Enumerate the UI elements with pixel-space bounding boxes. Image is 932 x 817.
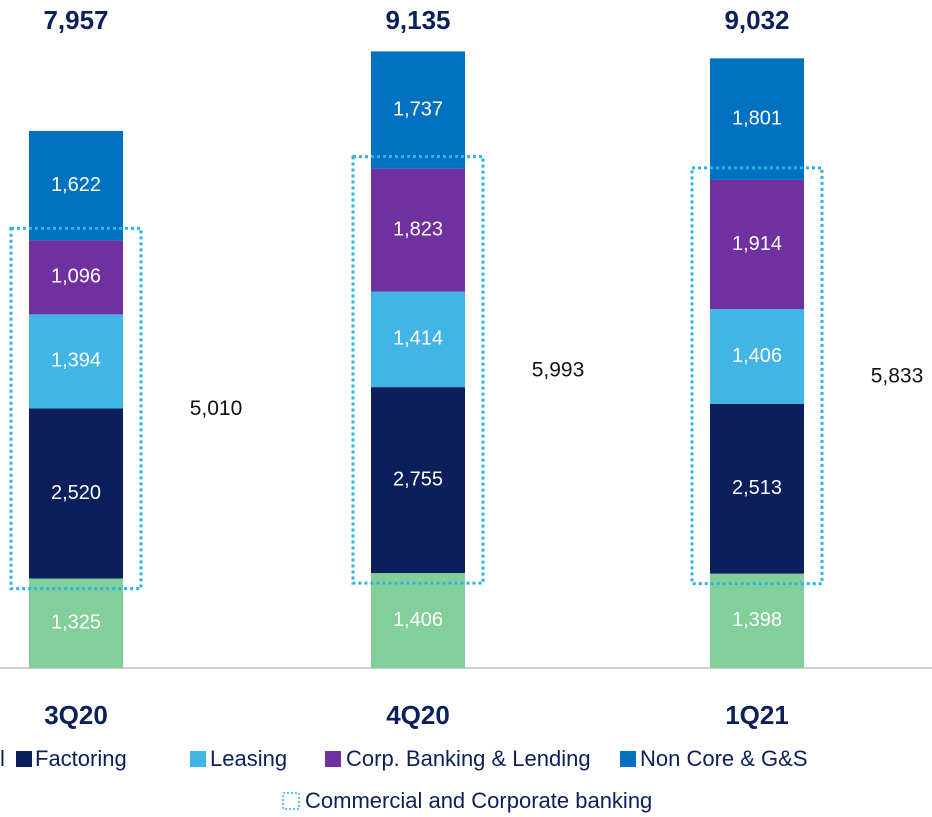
commercial-box xyxy=(351,155,485,585)
bar-segment xyxy=(371,51,465,169)
legend-swatch xyxy=(325,751,341,767)
bar-segment xyxy=(710,179,804,310)
segment-label: 1,622 xyxy=(51,174,101,196)
total-label: 7,957 xyxy=(43,5,108,35)
commercial-total: 5,833 xyxy=(871,364,924,387)
legend-swatch xyxy=(190,751,206,767)
commercial-total: 5,010 xyxy=(190,397,243,420)
legend-label: l xyxy=(0,746,5,771)
bar-segment xyxy=(371,573,465,668)
bar-segment xyxy=(29,130,123,241)
segment-label: 1,823 xyxy=(393,218,443,240)
bar-segment xyxy=(710,309,804,405)
segment-label: 1,394 xyxy=(51,350,101,372)
bar-segment xyxy=(29,578,123,668)
bar-segment xyxy=(710,573,804,668)
segment-label: 1,801 xyxy=(732,107,782,129)
x-tick-label: 1Q21 xyxy=(725,700,789,730)
bar-segment xyxy=(371,387,465,574)
bar-segment xyxy=(710,404,804,574)
legend-box-label: Commercial and Corporate banking xyxy=(305,788,652,813)
segment-label: 1,737 xyxy=(393,98,443,120)
bar-segment xyxy=(371,168,465,292)
segment-label: 1,406 xyxy=(732,345,782,367)
legend-label: Non Core & G&S xyxy=(640,746,808,771)
commercial-box xyxy=(690,166,824,586)
bar-segment xyxy=(371,291,465,388)
commercial-total: 5,993 xyxy=(532,358,585,381)
legend-swatch xyxy=(620,751,636,767)
legend-label: Leasing xyxy=(210,746,287,771)
bar-segment xyxy=(29,408,123,579)
x-tick-label: 3Q20 xyxy=(44,700,108,730)
legend-swatch xyxy=(16,751,32,767)
segment-label: 2,755 xyxy=(393,468,443,490)
legend-box-swatch xyxy=(282,792,300,810)
x-tick-label: 4Q20 xyxy=(386,700,450,730)
total-label: 9,032 xyxy=(724,5,789,35)
segment-label: 1,398 xyxy=(732,609,782,631)
segment-label: 1,914 xyxy=(732,233,782,255)
legend-label: Corp. Banking & Lending xyxy=(346,746,591,771)
segment-label: 1,406 xyxy=(393,609,443,631)
total-label: 9,135 xyxy=(385,5,450,35)
segment-label: 1,096 xyxy=(51,266,101,288)
segment-label: 2,520 xyxy=(51,482,101,504)
segment-label: 2,513 xyxy=(732,477,782,499)
segment-label: 1,325 xyxy=(51,612,101,634)
bar-segment xyxy=(29,240,123,315)
bar-segment xyxy=(29,314,123,409)
commercial-box xyxy=(9,226,143,591)
bar-segment xyxy=(710,58,804,180)
legend-label: Factoring xyxy=(35,746,127,771)
segment-label: 1,414 xyxy=(393,328,443,350)
